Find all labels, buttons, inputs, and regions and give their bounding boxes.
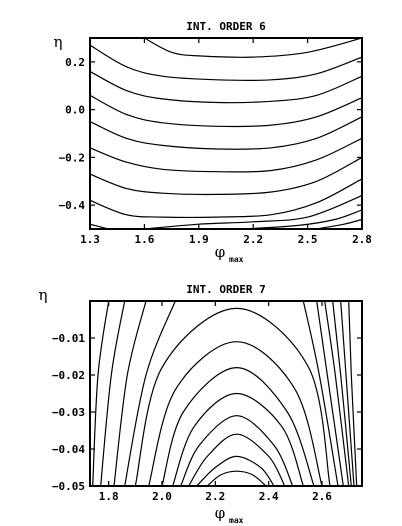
y-tick-label: −0.03: [52, 406, 85, 419]
y-tick-label: −0.2: [59, 151, 86, 164]
x-tick-label: 1.6: [134, 233, 154, 246]
contour-line: [90, 178, 362, 218]
contour-line: [188, 433, 286, 486]
axis-ticks: 1.8 2.0 2.2 2.4 2.6 −0.01 −0.02 −0.03 −0.04 −0.05: [52, 301, 362, 503]
contour-line: [180, 415, 294, 486]
y-tick-label: −0.04: [52, 443, 85, 456]
contour-line: [244, 209, 362, 229]
x-tick-label: 2.4: [259, 490, 279, 503]
contour-line: [113, 301, 147, 486]
contour-line: [161, 366, 315, 486]
contour-line: [144, 38, 362, 58]
contour-line: [302, 301, 339, 486]
contour-line: [348, 301, 358, 486]
contour-line: [332, 301, 352, 486]
x-tick-label: 1.9: [189, 233, 209, 246]
x-tick-label: 2.0: [152, 490, 172, 503]
x-axis-label-subscript: max: [229, 255, 244, 264]
x-tick-label: 1.3: [80, 233, 100, 246]
contour-line: [92, 301, 110, 486]
y-tick-label: −0.01: [52, 332, 85, 345]
contour-line: [144, 195, 362, 229]
x-tick-label: 2.6: [312, 490, 332, 503]
x-axis-label-subscript: max: [229, 516, 244, 525]
x-tick-label: 1.8: [99, 490, 119, 503]
contour-line: [340, 301, 355, 486]
y-axis-label: η: [39, 286, 48, 304]
y-tick-label: 0.2: [65, 56, 85, 69]
x-axis-label-main: φ: [215, 243, 226, 261]
x-axis-label: φ max: [215, 504, 244, 525]
contour-line: [324, 301, 350, 486]
chart-int-order-7: INT. ORDER 7 η φ max 1.8 2.0 2.2 2.4 2.6 −0.0…: [39, 283, 363, 525]
plot-frame: [89, 300, 363, 487]
x-tick-label: 2.2: [205, 490, 225, 503]
y-axis-label: η: [54, 33, 63, 51]
contour-line: [90, 44, 362, 81]
contour-line: [90, 137, 362, 173]
y-tick-label: −0.02: [52, 369, 85, 382]
contour-line: [134, 307, 331, 486]
contour-line: [148, 341, 323, 486]
contour-line: [316, 301, 344, 486]
contour-lines: [92, 301, 358, 486]
axis-ticks: 1.3 1.6 1.9 2.2 2.5 2.8 0.2 0.0 −0.2 −0.4: [59, 38, 372, 246]
contour-line: [90, 94, 362, 128]
y-tick-label: −0.4: [59, 199, 86, 212]
contour-line: [316, 218, 362, 229]
contour-line: [100, 301, 126, 486]
x-axis-label-main: φ: [215, 504, 226, 522]
chart-int-order-6: INT. ORDER 6 η φ max 1.3 1.6 1.9 2.2 2.5 2.8 0…: [54, 20, 372, 264]
x-tick-label: 2.5: [298, 233, 318, 246]
plot-frame: [89, 37, 363, 230]
y-tick-label: 0.0: [65, 104, 85, 117]
contour-line: [90, 156, 362, 196]
y-tick-label: −0.05: [52, 480, 85, 493]
contour-line: [172, 392, 304, 486]
x-tick-label: 2.2: [243, 233, 263, 246]
chart-title: INT. ORDER 7: [186, 283, 265, 296]
contour-line: [196, 455, 275, 486]
contour-lines: [90, 38, 362, 229]
contour-line: [124, 301, 176, 486]
x-axis-label: φ max: [215, 243, 244, 264]
x-tick-label: 2.8: [352, 233, 372, 246]
chart-title: INT. ORDER 6: [186, 20, 266, 33]
contour-line: [206, 470, 267, 486]
contour-line: [90, 116, 362, 150]
contour-line: [90, 70, 362, 104]
